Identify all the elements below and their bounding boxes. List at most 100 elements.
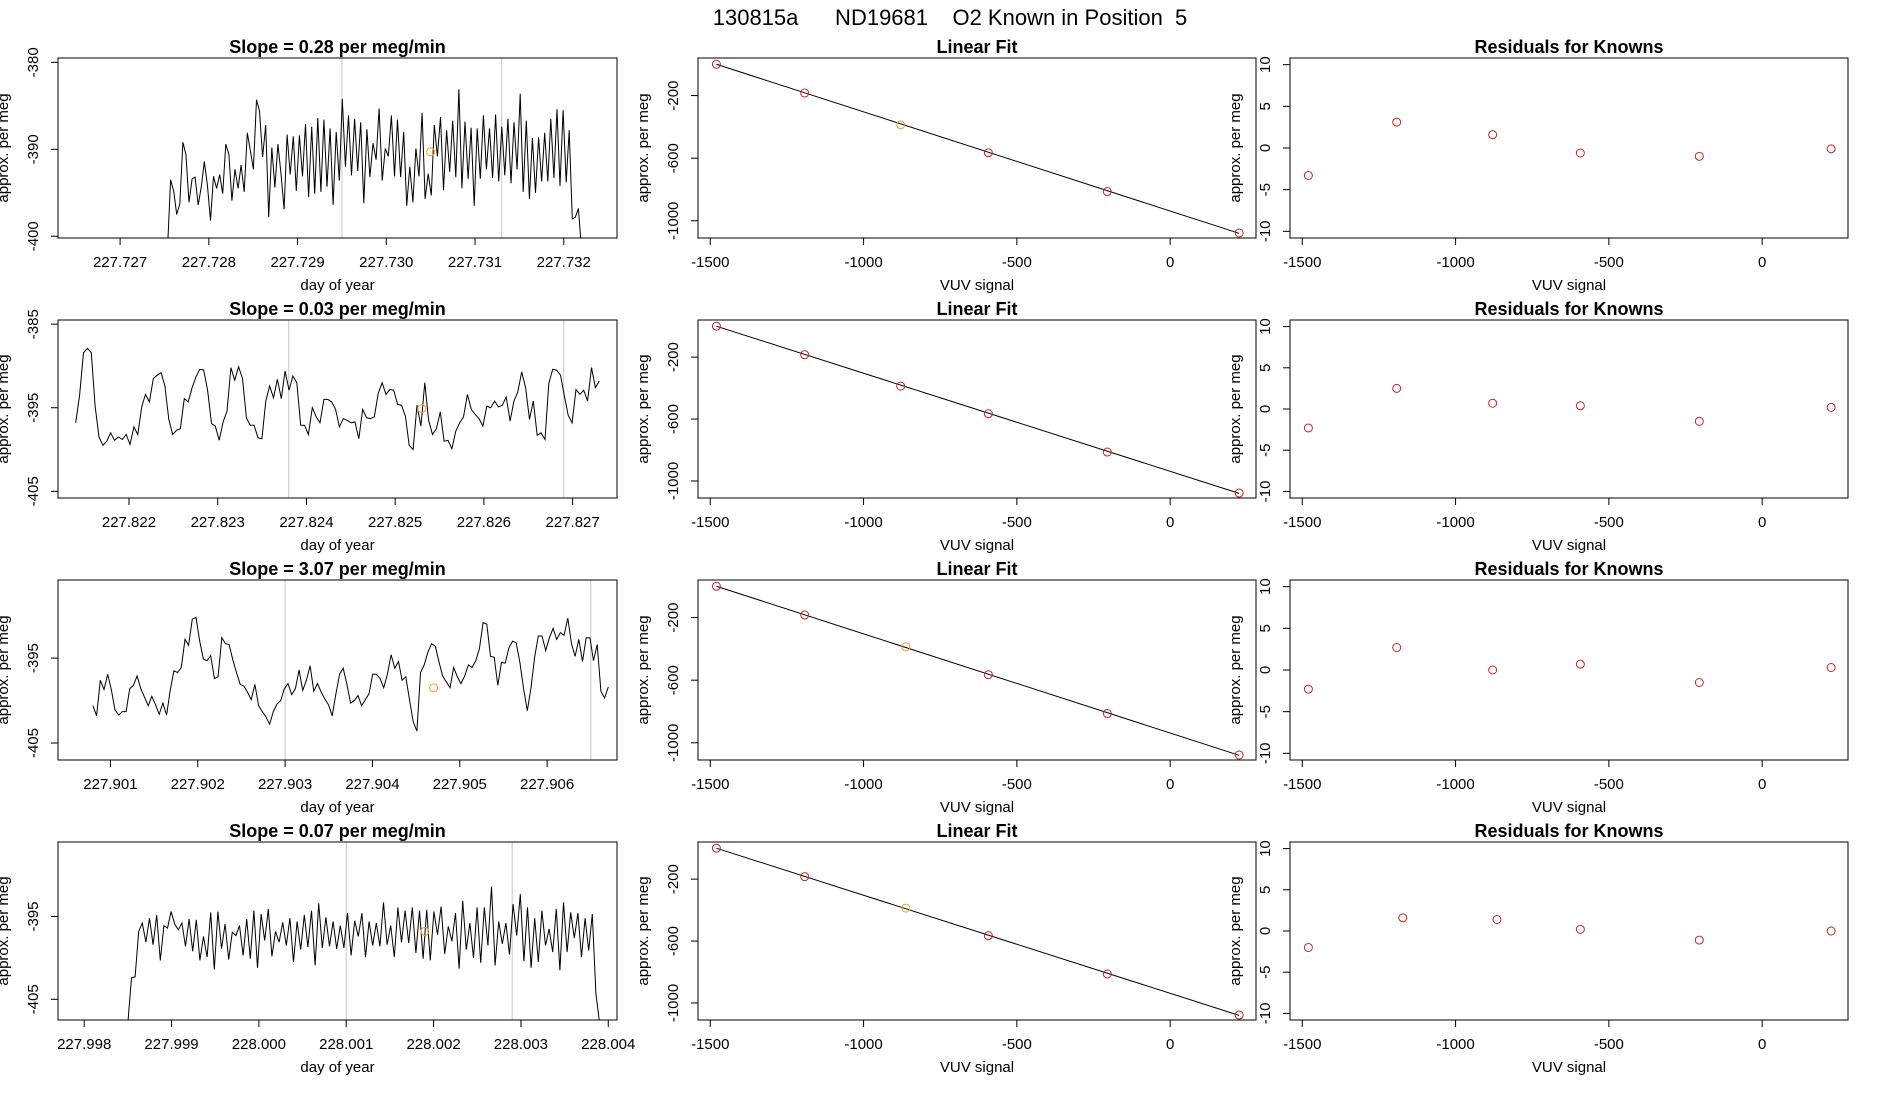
data-point <box>1303 942 1313 952</box>
y-axis-label: approx. per meg <box>0 93 12 202</box>
data-point <box>983 148 993 158</box>
data-point <box>711 59 721 69</box>
plot-area <box>1303 643 1836 694</box>
y-tick-label: -600 <box>665 665 682 695</box>
chart-title: Slope = 0.28 per meg/min <box>229 37 446 57</box>
x-tick-label: 227.825 <box>368 514 422 531</box>
y-tick-label: -395 <box>25 901 42 931</box>
chart-panel-12: Residuals for Knowns VUV signal approx. pe… <box>1227 821 1849 1076</box>
y-axis-label: approx. per meg <box>635 93 652 202</box>
data-point <box>896 381 906 391</box>
x-tick-label: 227.732 <box>537 254 591 271</box>
y-tick-label: 10 <box>1257 578 1274 595</box>
chart-title: Linear Fit <box>936 821 1017 841</box>
y-axis-label: approx. per meg <box>1227 876 1244 985</box>
chart-title: Slope = 0.07 per meg/min <box>229 821 446 841</box>
x-tick-label: -1500 <box>691 776 729 793</box>
data-point <box>1488 398 1498 408</box>
data-point <box>1303 171 1313 180</box>
y-tick-label: -10 <box>1257 742 1274 764</box>
y-tick-label: -405 <box>25 984 42 1014</box>
x-tick-label: 227.901 <box>83 776 137 793</box>
data-point <box>1694 151 1704 161</box>
data-point <box>1575 401 1585 411</box>
data-point <box>1694 678 1704 687</box>
y-axis-label: approx. per meg <box>0 876 12 985</box>
plot-area <box>127 842 600 1020</box>
y-tick-label: -390 <box>25 134 42 164</box>
x-tick-label: 0 <box>1758 254 1766 271</box>
x-tick-label: -1000 <box>844 1036 882 1053</box>
chart-panel-11: Linear Fit VUV signal approx. per meg -1500… <box>635 821 1257 1076</box>
data-point <box>1826 402 1836 412</box>
plot-area <box>92 580 609 760</box>
x-tick-label: 227.903 <box>258 776 312 793</box>
plot-frame <box>57 319 618 499</box>
x-tick-label: 227.826 <box>457 514 511 531</box>
data-point <box>1234 228 1244 238</box>
y-tick-label: -600 <box>665 926 682 956</box>
x-tick-label: 227.731 <box>448 254 502 271</box>
series-line <box>127 886 600 1020</box>
x-axis-label: VUV signal <box>1532 277 1606 294</box>
plot-area <box>711 843 1244 1020</box>
x-tick-label: 227.727 <box>93 254 147 271</box>
y-tick-label: -395 <box>25 393 42 423</box>
y-tick-label: 0 <box>1257 144 1274 152</box>
y-axis-label: approx. per meg <box>635 876 652 985</box>
highlight-point <box>420 926 430 936</box>
y-tick-label: -1000 <box>665 202 682 240</box>
chart-panels: Slope = 0.28 per meg/min day of year appro… <box>0 37 1849 1076</box>
data-point <box>1575 659 1585 669</box>
plot-frame <box>1289 319 1849 499</box>
plot-frame <box>697 579 1257 761</box>
data-point <box>1234 1010 1244 1020</box>
data-point <box>1826 144 1836 154</box>
x-tick-label: -500 <box>1002 514 1032 531</box>
y-tick-label: -395 <box>25 643 42 673</box>
data-point-highlight <box>901 642 911 652</box>
y-tick-label: 5 <box>1257 624 1274 632</box>
plot-frame <box>57 841 618 1021</box>
fit-line <box>716 585 1240 756</box>
data-point <box>800 872 810 882</box>
x-tick-label: 227.827 <box>546 514 600 531</box>
x-tick-label: 227.824 <box>279 514 333 531</box>
chart-title: Slope = 3.07 per meg/min <box>229 559 446 579</box>
y-tick-label: -385 <box>25 309 42 339</box>
chart-panel-10: Slope = 0.07 per meg/min day of year appro… <box>0 821 635 1076</box>
y-axis-label: approx. per meg <box>1227 93 1244 202</box>
plot-area <box>711 59 1244 238</box>
chart-title: Linear Fit <box>936 299 1017 319</box>
data-point <box>1694 416 1704 426</box>
series-line <box>92 616 609 732</box>
data-point <box>1826 926 1836 936</box>
x-tick-label: 0 <box>1166 514 1174 531</box>
y-tick-label: -5 <box>1257 444 1274 457</box>
data-point <box>1234 750 1244 760</box>
chart-title: Linear Fit <box>936 37 1017 57</box>
x-tick-label: 0 <box>1758 514 1766 531</box>
x-axis-label: day of year <box>300 537 374 554</box>
plot-frame <box>57 579 618 761</box>
data-point <box>1392 383 1402 393</box>
plot-frame <box>697 319 1257 499</box>
chart-panel-6: Residuals for Knowns VUV signal approx. pe… <box>1227 299 1849 554</box>
x-tick-label: 228.002 <box>406 1036 460 1053</box>
y-tick-label: -1000 <box>665 462 682 500</box>
x-tick-label: -1000 <box>844 776 882 793</box>
x-tick-label: -500 <box>1594 776 1624 793</box>
data-point <box>1575 148 1585 158</box>
x-tick-label: 228.003 <box>494 1036 548 1053</box>
data-point <box>1826 663 1836 672</box>
y-tick-label: 0 <box>1257 666 1274 674</box>
x-tick-label: -500 <box>1002 254 1032 271</box>
chart-title: Linear Fit <box>936 559 1017 579</box>
y-tick-label: -5 <box>1257 966 1274 979</box>
x-tick-label: -1500 <box>691 254 729 271</box>
x-tick-label: 227.730 <box>359 254 413 271</box>
chart-panel-5: Linear Fit VUV signal approx. per meg -1500… <box>635 299 1257 554</box>
x-tick-label: 0 <box>1758 776 1766 793</box>
data-point <box>711 843 721 853</box>
